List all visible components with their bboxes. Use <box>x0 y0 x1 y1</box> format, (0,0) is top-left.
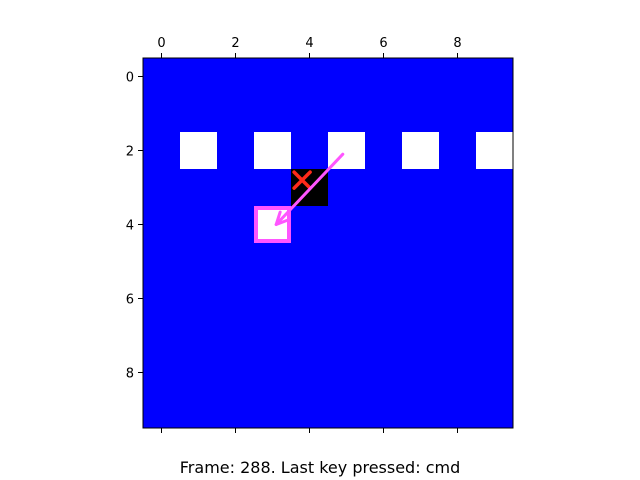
axes: 0 2 4 6 8 0 2 4 6 8 <box>126 36 514 433</box>
y-tick-label: 2 <box>126 145 134 160</box>
y-tick-label: 4 <box>126 219 134 234</box>
y-tick-label: 8 <box>126 367 134 382</box>
x-mark-stroke <box>292 170 312 190</box>
x-tick-label: 2 <box>231 36 239 51</box>
white-cell <box>254 132 291 169</box>
y-tick-label: 0 <box>126 71 134 86</box>
game-board[interactable] <box>143 58 513 428</box>
x-mark-icon <box>292 170 312 190</box>
plot-frame <box>142 57 514 429</box>
white-cell <box>476 132 513 169</box>
y-tick-label: 6 <box>126 293 134 308</box>
white-cell <box>180 132 217 169</box>
board-background <box>143 58 513 428</box>
white-cell <box>402 132 439 169</box>
status-text: Frame: 288. Last key pressed: cmd <box>179 458 461 477</box>
x-tick-label: 6 <box>379 36 387 51</box>
arrow-head <box>274 210 290 226</box>
arrow-shaft <box>274 152 345 226</box>
x-tick-label: 0 <box>157 36 165 51</box>
x-tick-label: 8 <box>453 36 461 51</box>
highlighted-cell <box>254 206 291 243</box>
x-tick-label: 4 <box>305 36 313 51</box>
arrow-icon <box>274 152 345 226</box>
